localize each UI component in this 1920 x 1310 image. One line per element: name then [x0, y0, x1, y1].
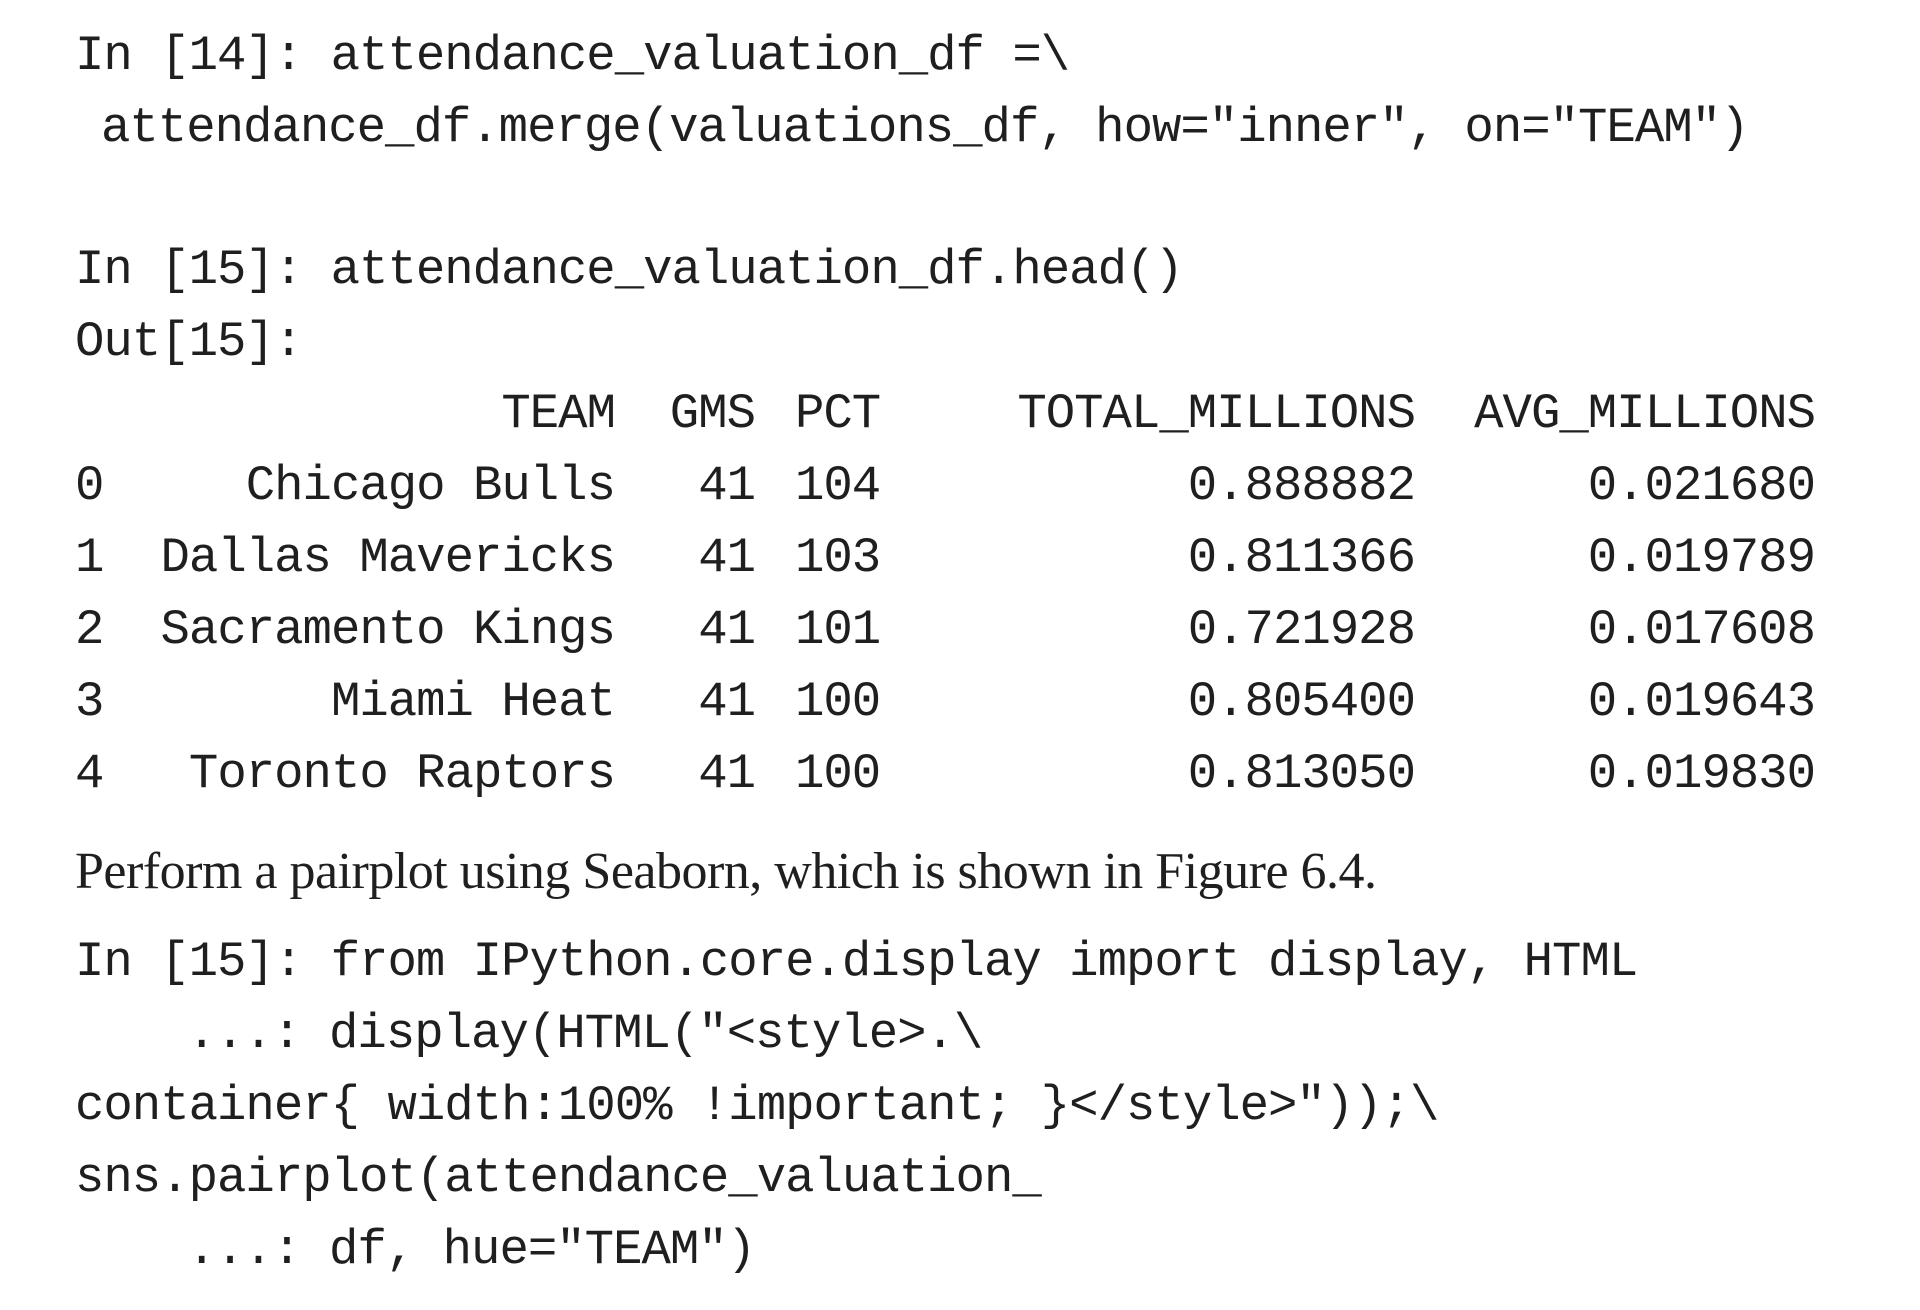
cell-gms: 41 [698, 602, 756, 658]
row-index: 4 [75, 746, 104, 802]
cell-team: Miami Heat [330, 674, 616, 730]
table-row: 4 Toronto Raptors 41 100 0.813050 0.0198… [75, 738, 1816, 810]
cell-avg-millions: 0.017608 [1587, 602, 1816, 658]
cell-team: Sacramento Kings [160, 602, 616, 658]
cell-gms: 41 [698, 674, 756, 730]
cell-avg-millions: 0.019643 [1587, 674, 1816, 730]
dataframe-output-table: TEAM GMS PCT TOTAL_MILLIONS AVG_MILLIONS… [75, 378, 1816, 810]
cell-team: Chicago Bulls [245, 458, 616, 514]
cell-pct: 103 [795, 530, 881, 586]
column-header-pct: PCT [795, 386, 881, 442]
table-row: 2 Sacramento Kings 41 101 0.721928 0.017… [75, 594, 1816, 666]
code-cell-14-line-2: attendance_df.merge(valuations_df, how="… [101, 100, 1749, 156]
cell-pct: 100 [795, 746, 881, 802]
cell-total-millions: 0.721928 [1187, 602, 1416, 658]
cell-total-millions: 0.805400 [1187, 674, 1416, 730]
cell-gms: 41 [698, 530, 756, 586]
cell-avg-millions: 0.021680 [1587, 458, 1816, 514]
cell-pct: 101 [795, 602, 881, 658]
row-index: 1 [75, 530, 104, 586]
code-cell-15-input: In [15]: attendance_valuation_df.head() [75, 242, 1184, 298]
table-row: 1 Dallas Mavericks 41 103 0.811366 0.019… [75, 522, 1816, 594]
cell-team: Toronto Raptors [188, 746, 616, 802]
document-page: In [14]: attendance_valuation_df =\ atte… [75, 20, 1875, 1286]
cell-total-millions: 0.811366 [1187, 530, 1416, 586]
cell-total-millions: 0.888882 [1187, 458, 1416, 514]
cell-avg-millions: 0.019830 [1587, 746, 1816, 802]
code-cell-16-line-5: ...: df, hue="TEAM") [187, 1222, 756, 1278]
table-header-row: TEAM GMS PCT TOTAL_MILLIONS AVG_MILLIONS [75, 378, 1816, 450]
column-header-team: TEAM [501, 386, 616, 442]
cell-avg-millions: 0.019789 [1587, 530, 1816, 586]
row-index: 0 [75, 458, 104, 514]
code-cell-14-line-1: In [14]: attendance_valuation_df =\ [75, 28, 1070, 84]
cell-pct: 100 [795, 674, 881, 730]
cell-gms: 41 [698, 746, 756, 802]
column-header-gms: GMS [669, 386, 756, 442]
code-cell-15-output-label: Out[15]: [75, 314, 303, 370]
column-header-total-millions: TOTAL_MILLIONS [1017, 386, 1416, 442]
table-row: 0 Chicago Bulls 41 104 0.888882 0.021680 [75, 450, 1816, 522]
row-index: 2 [75, 602, 104, 658]
table-row: 3 Miami Heat 41 100 0.805400 0.019643 [75, 666, 1816, 738]
cell-gms: 41 [698, 458, 756, 514]
cell-total-millions: 0.813050 [1187, 746, 1416, 802]
column-header-avg-millions: AVG_MILLIONS [1474, 386, 1816, 442]
code-cell-16-line-2: ...: display(HTML("<style>.\ [187, 1006, 983, 1062]
blank-spacer [75, 164, 1875, 234]
body-paragraph: Perform a pairplot using Seaborn, which … [75, 843, 1377, 900]
column-header-index [75, 378, 135, 450]
cell-team: Dallas Mavericks [160, 530, 616, 586]
cell-pct: 104 [795, 458, 881, 514]
code-cell-16-line-3: container{ width:100% !important; }</sty… [75, 1078, 1439, 1134]
row-index: 3 [75, 674, 104, 730]
code-cell-16-line-4: sns.pairplot(attendance_valuation_ [75, 1150, 1042, 1206]
code-cell-16-line-1: In [15]: from IPython.core.display impor… [75, 934, 1638, 990]
